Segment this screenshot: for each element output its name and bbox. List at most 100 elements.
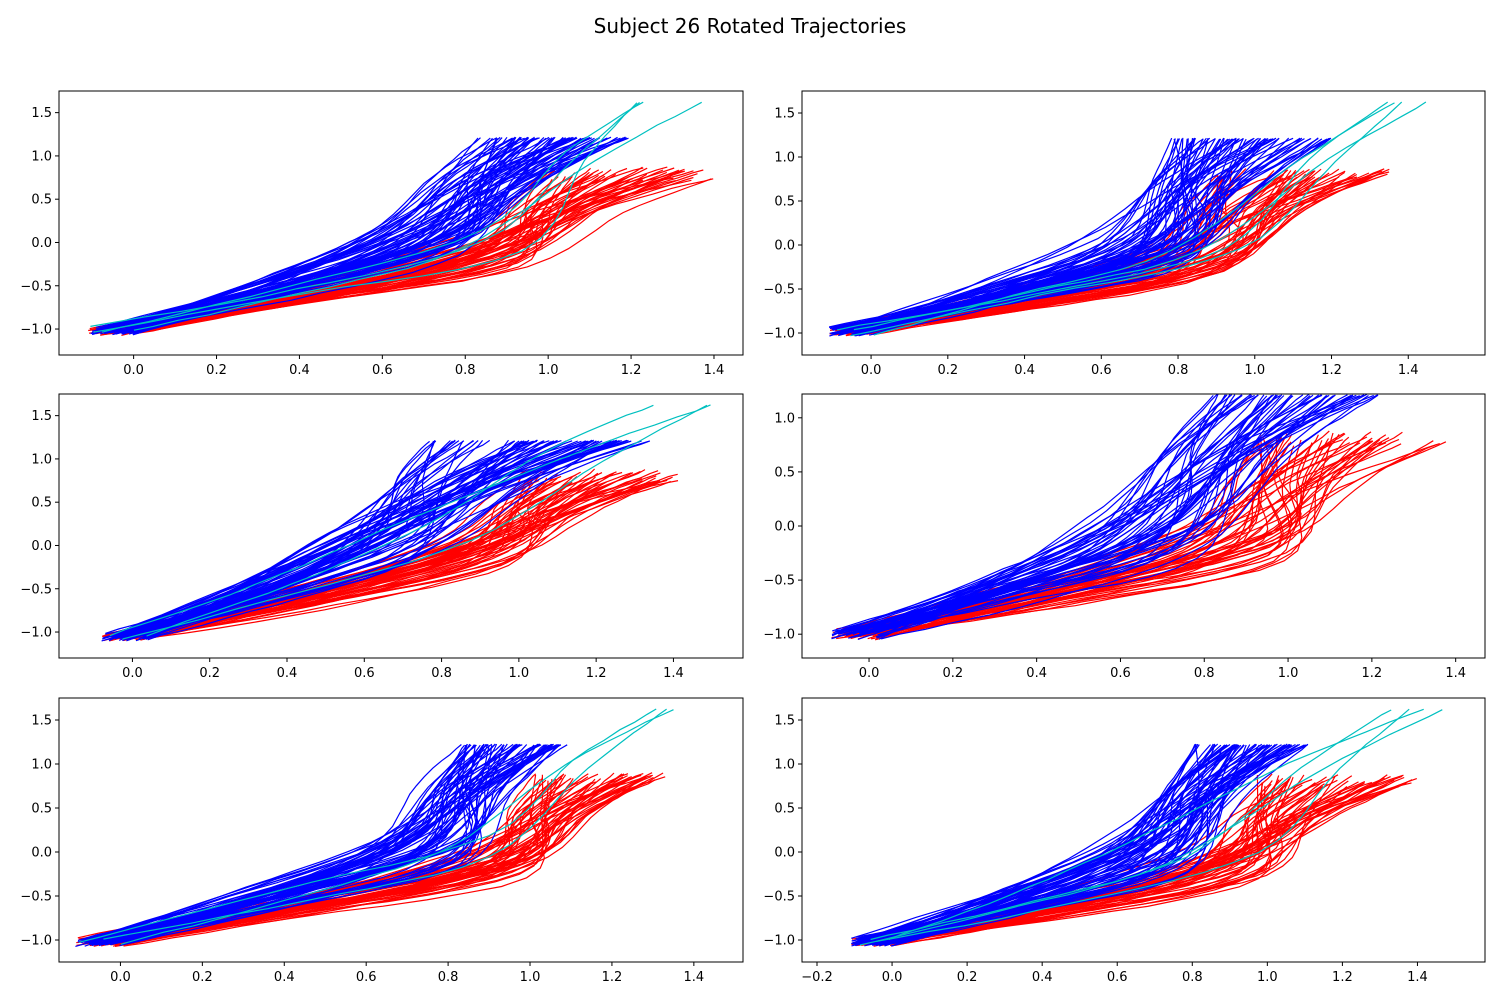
red-trajectory bbox=[833, 170, 1315, 330]
cyan-trajectory bbox=[870, 709, 1392, 941]
trajectory-lines bbox=[88, 101, 714, 336]
red-trajectory bbox=[139, 471, 581, 641]
blue-trajectory bbox=[112, 440, 437, 637]
blue-trajectory bbox=[863, 394, 1310, 634]
x-tick-label: 1.0 bbox=[1257, 970, 1278, 985]
x-tick-label: 0.2 bbox=[192, 970, 213, 985]
blue-trajectory bbox=[851, 744, 1235, 939]
cyan-trajectory bbox=[133, 101, 702, 331]
y-tick-label: 1.5 bbox=[31, 106, 52, 121]
blue-trajectory bbox=[105, 137, 593, 334]
x-tick-label: 0.2 bbox=[943, 666, 964, 681]
cyan-trajectory bbox=[93, 102, 638, 333]
cyan-trajectory bbox=[122, 404, 708, 640]
y-tick-label: −1.0 bbox=[20, 323, 52, 338]
axes-frame bbox=[58, 697, 744, 963]
x-tick-label: 1.0 bbox=[538, 363, 559, 378]
blue-trajectory bbox=[859, 743, 1199, 944]
y-tick-label: −0.5 bbox=[763, 890, 795, 905]
y-tick-label: −1.0 bbox=[763, 628, 795, 643]
blue-trajectory bbox=[865, 744, 1308, 946]
x-tick-label: 0.4 bbox=[1032, 970, 1053, 985]
blue-trajectory bbox=[127, 440, 534, 639]
red-trajectory bbox=[76, 777, 546, 944]
x-tick-label: 0.6 bbox=[1107, 970, 1128, 985]
red-trajectory bbox=[121, 177, 634, 336]
x-tick-label: 0.2 bbox=[937, 363, 958, 378]
red-trajectory bbox=[872, 442, 1290, 637]
axes-frame bbox=[801, 697, 1486, 963]
red-trajectory bbox=[870, 439, 1381, 629]
x-tick-label: 1.4 bbox=[704, 363, 725, 378]
red-trajectory bbox=[111, 481, 573, 637]
blue-trajectory bbox=[860, 394, 1368, 636]
red-trajectory bbox=[145, 476, 573, 638]
blue-trajectory bbox=[851, 394, 1243, 632]
cyan-trajectory bbox=[836, 101, 1389, 331]
x-tick-label: 0.0 bbox=[123, 363, 144, 378]
red-trajectory bbox=[871, 176, 1298, 333]
blue-trajectory bbox=[145, 440, 520, 636]
x-tick-label: 0.2 bbox=[206, 363, 227, 378]
y-tick-label: 1.0 bbox=[31, 452, 52, 467]
y-tick-label: 1.5 bbox=[31, 714, 52, 729]
y-tick-label: 1.5 bbox=[31, 409, 52, 424]
blue-trajectory bbox=[861, 395, 1293, 632]
cyan-trajectory bbox=[103, 708, 667, 940]
blue-trajectory bbox=[84, 743, 471, 947]
y-tick-label: −1.0 bbox=[20, 934, 52, 949]
blue-trajectory bbox=[854, 137, 1294, 334]
x-tick-label: 1.2 bbox=[1321, 363, 1342, 378]
x-tick-label: 1.4 bbox=[684, 970, 705, 985]
x-tick-label: 1.2 bbox=[621, 363, 642, 378]
blue-trajectory bbox=[143, 440, 589, 639]
cyan-trajectory bbox=[78, 708, 657, 943]
blue-trajectory bbox=[119, 743, 496, 942]
blue-trajectory bbox=[877, 394, 1277, 636]
blue-trajectory bbox=[890, 744, 1271, 947]
x-tick-label: 0.2 bbox=[957, 970, 978, 985]
blue-trajectory bbox=[855, 743, 1219, 943]
x-tick-label: 0.0 bbox=[110, 970, 131, 985]
x-tick-label: 0.6 bbox=[354, 666, 375, 681]
blue-trajectory bbox=[859, 744, 1228, 942]
y-tick-label: −1.0 bbox=[763, 934, 795, 949]
y-tick-label: −0.5 bbox=[763, 283, 795, 298]
cyan-trajectory bbox=[101, 101, 644, 333]
trajectory-lines bbox=[101, 404, 711, 642]
x-tick-label: −0.2 bbox=[801, 970, 833, 985]
x-tick-label: 1.0 bbox=[520, 970, 541, 985]
y-tick-label: 1.5 bbox=[774, 714, 795, 729]
y-tick-label: 0.0 bbox=[31, 539, 52, 554]
red-trajectory bbox=[114, 781, 596, 946]
red-trajectory bbox=[123, 773, 625, 947]
blue-trajectory bbox=[877, 744, 1268, 943]
trajectory-lines bbox=[831, 394, 1447, 641]
x-tick-label: 0.0 bbox=[859, 666, 880, 681]
y-tick-label: −0.5 bbox=[20, 279, 52, 294]
y-tick-label: 1.0 bbox=[774, 411, 795, 426]
red-trajectory bbox=[140, 469, 646, 641]
cyan-trajectory bbox=[120, 709, 674, 945]
blue-trajectory bbox=[831, 394, 1228, 636]
y-tick-label: 1.0 bbox=[31, 149, 52, 164]
y-tick-label: −1.0 bbox=[20, 626, 52, 641]
trajectory-lines bbox=[75, 708, 674, 947]
subplot-3: 0.0 0.2 0.4 0.6 0.8 1.0 1.2 1.4 −1.0 −0.5 0.0 0.5 1.… bbox=[20, 393, 744, 681]
blue-trajectory bbox=[115, 440, 593, 640]
x-tick-label: 1.0 bbox=[509, 666, 530, 681]
blue-trajectory bbox=[835, 137, 1312, 334]
x-tick-label: 1.4 bbox=[1445, 666, 1466, 681]
red-trajectory bbox=[884, 774, 1273, 941]
y-tick-label: 0.5 bbox=[31, 802, 52, 817]
x-tick-label: 1.2 bbox=[586, 666, 607, 681]
x-tick-label: 0.4 bbox=[277, 666, 298, 681]
blue-trajectory bbox=[856, 744, 1264, 944]
axes-frame bbox=[58, 393, 744, 659]
x-tick-label: 1.4 bbox=[1407, 970, 1428, 985]
y-tick-label: 0.5 bbox=[774, 802, 795, 817]
blue-trajectory bbox=[853, 394, 1259, 638]
x-tick-label: 1.4 bbox=[663, 666, 684, 681]
red-trajectory bbox=[114, 775, 628, 946]
